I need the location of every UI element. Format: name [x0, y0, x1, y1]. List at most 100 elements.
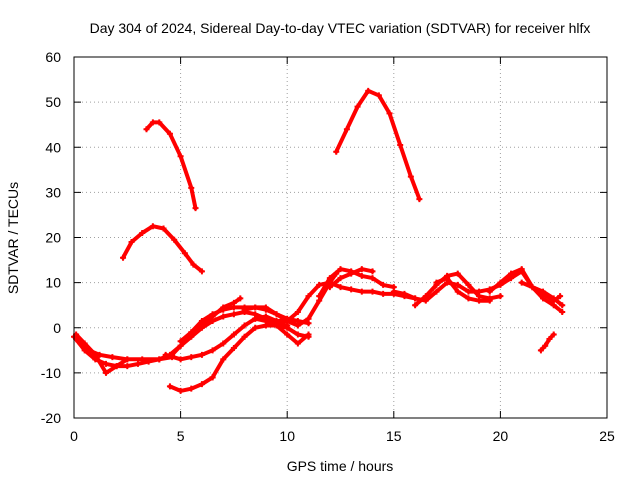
data-point [177, 153, 184, 160]
data-point [476, 297, 483, 304]
data-point [156, 356, 163, 363]
data-point [348, 286, 355, 293]
data-point [294, 322, 301, 329]
data-point [262, 304, 269, 311]
data-point [369, 275, 376, 282]
data-point [333, 148, 340, 155]
data-point [230, 299, 237, 306]
data-point [273, 311, 280, 318]
data-point [162, 351, 169, 358]
data-point [134, 360, 141, 367]
data-point [75, 338, 82, 345]
series-line-arc-20 [487, 267, 565, 314]
series-line-arc-13 [210, 323, 311, 380]
data-point [124, 356, 131, 363]
data-point [550, 297, 557, 304]
data-point [241, 306, 248, 313]
data-point [166, 383, 173, 390]
data-point [369, 268, 376, 275]
y-tick-label: -20 [41, 410, 61, 426]
data-point [237, 295, 244, 302]
x-tick-label: 15 [386, 428, 402, 444]
data-point [102, 360, 109, 367]
data-point [316, 281, 323, 288]
data-point [294, 340, 301, 347]
data-point [273, 322, 280, 329]
series-line-arc-2 [74, 332, 130, 375]
data-point [497, 279, 504, 286]
data-point [390, 288, 397, 295]
data-point [465, 281, 472, 288]
data-point [198, 322, 205, 329]
data-point [518, 266, 525, 273]
data-point [188, 385, 195, 392]
data-point [305, 333, 312, 340]
data-point [209, 347, 216, 354]
data-point [305, 315, 312, 322]
series-line-arc-16 [334, 88, 422, 202]
data-point [149, 223, 156, 230]
data-point [407, 173, 414, 180]
y-tick-label: 60 [45, 49, 61, 65]
data-point [188, 354, 195, 361]
data-point [220, 304, 227, 311]
data-point [537, 347, 544, 354]
data-point [497, 293, 504, 300]
data-point [192, 205, 199, 212]
data-point [529, 284, 536, 291]
x-tick-label: 10 [279, 428, 295, 444]
data-point [139, 356, 146, 363]
plot-frame [73, 56, 608, 419]
data-point [454, 288, 461, 295]
data-point [557, 293, 564, 300]
y-axis-label: SDTVAR / TECUs [5, 182, 21, 294]
data-point [365, 87, 372, 94]
x-tick-label: 0 [70, 428, 78, 444]
data-point [252, 315, 259, 322]
data-point [358, 266, 365, 273]
data-point [177, 338, 184, 345]
data-point [220, 356, 227, 363]
series-group [71, 87, 566, 394]
data-point [284, 324, 291, 331]
data-point [444, 275, 451, 282]
data-point [412, 295, 419, 302]
data-point [209, 313, 216, 320]
data-point [294, 331, 301, 338]
data-point [305, 293, 312, 300]
data-point [160, 225, 167, 232]
data-point [284, 317, 291, 324]
data-point [284, 331, 291, 338]
data-point [316, 293, 323, 300]
data-point [546, 336, 553, 343]
series-line-arc-10 [317, 267, 396, 299]
data-point [454, 281, 461, 288]
data-point [181, 250, 188, 257]
series-line-arc-8 [242, 271, 339, 328]
data-point [109, 354, 116, 361]
data-point [540, 290, 547, 297]
data-point [559, 302, 566, 309]
data-point [337, 275, 344, 282]
data-point [241, 322, 248, 329]
data-point [559, 308, 566, 315]
data-point [326, 275, 333, 282]
data-point [128, 239, 135, 246]
x-axis-label: GPS time / hours [287, 458, 394, 474]
axes: 0 5 10 15 20 25 -20 -10 0 10 20 30 40 50 60 [41, 49, 615, 444]
data-point [326, 284, 333, 291]
data-point [166, 130, 173, 137]
data-point [386, 110, 393, 117]
data-point [252, 304, 259, 311]
data-point [262, 322, 269, 329]
y-tick-label: 40 [45, 139, 61, 155]
data-point [422, 293, 429, 300]
data-point [401, 290, 408, 297]
data-point [230, 331, 237, 338]
data-point [209, 374, 216, 381]
data-point [542, 342, 549, 349]
data-point [354, 103, 361, 110]
x-tick-label: 20 [493, 428, 509, 444]
data-point [149, 119, 156, 126]
